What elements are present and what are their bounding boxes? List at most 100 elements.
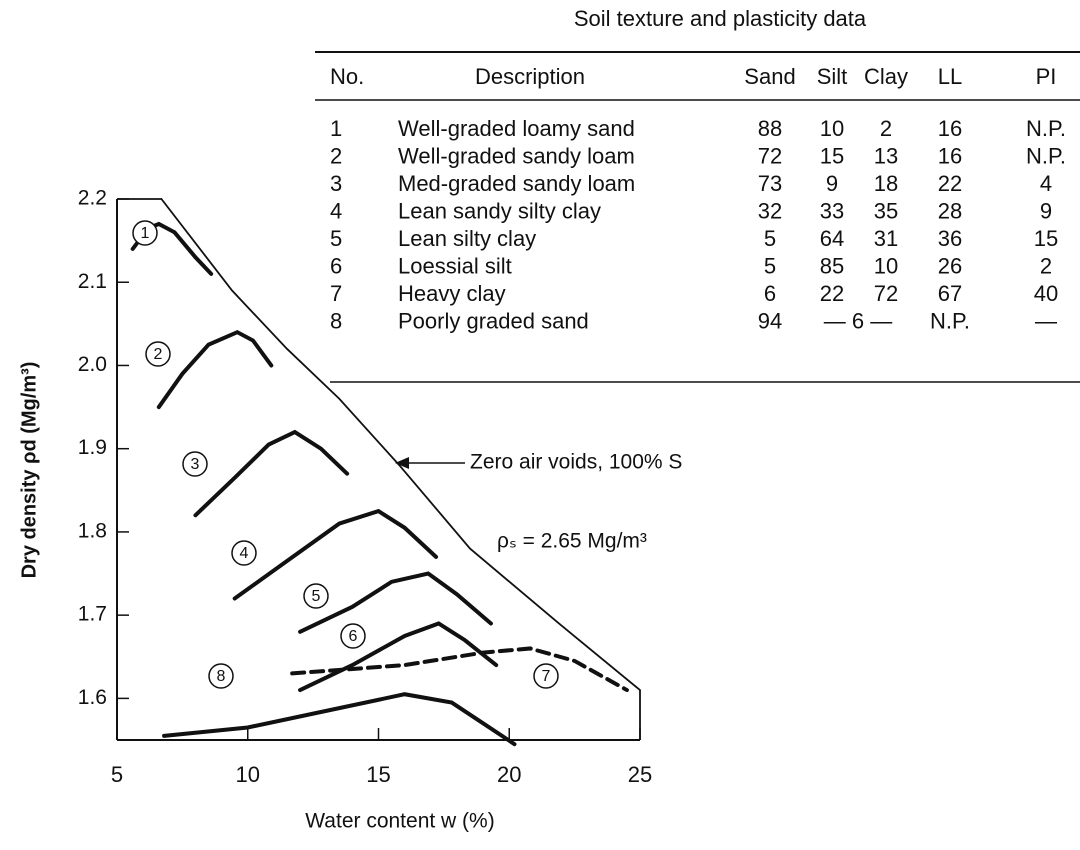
- x-axis-label: Water content w (%): [305, 810, 494, 833]
- table-cell: 3: [330, 171, 342, 196]
- curve-marker: [533, 663, 559, 689]
- table-cell: 5: [764, 226, 776, 251]
- table-cell: Well-graded sandy loam: [398, 143, 635, 168]
- curve-label: 2: [154, 346, 163, 363]
- table-cell: 18: [874, 171, 898, 196]
- table-cell: 31: [874, 226, 898, 251]
- x-tick-label: 5: [111, 762, 123, 787]
- table-cell: Loessial silt: [398, 253, 512, 278]
- x-tick-label: 10: [236, 762, 260, 787]
- table-cell: 16: [938, 116, 962, 141]
- table-cell: 6: [330, 253, 342, 278]
- table-cell: 36: [938, 226, 962, 251]
- table-cell: 5: [764, 253, 776, 278]
- table-cell: 88: [758, 116, 782, 141]
- compaction-curve: [162, 692, 517, 747]
- curve-marker: [340, 623, 366, 649]
- curve-label: 3: [191, 456, 200, 473]
- table-cell: Poorly graded sand: [398, 308, 589, 333]
- table-cell: 10: [820, 116, 844, 141]
- table-cell: 40: [1034, 281, 1058, 306]
- zero-air-voids-line: [160, 198, 641, 691]
- compaction-curve: [290, 646, 629, 693]
- compaction-curve: [193, 429, 350, 518]
- table-cell: 94: [758, 308, 782, 333]
- table-cell: 72: [758, 143, 782, 168]
- y-tick-label: 2.0: [78, 353, 107, 376]
- annotation: ρₛ = 2.65 Mg/m³: [497, 530, 647, 553]
- curve-label: 1: [141, 225, 150, 242]
- y-axis-label: Dry density ρd (Mg/m³): [18, 362, 40, 579]
- y-tick-label: 1.7: [78, 603, 107, 626]
- table-cell: 67: [938, 281, 962, 306]
- table-cell: 15: [820, 143, 844, 168]
- table-cell: —: [1035, 308, 1057, 333]
- table-cell: 4: [1040, 171, 1052, 196]
- table-cell: 35: [874, 198, 898, 223]
- table-cell: 9: [1040, 198, 1052, 223]
- table-cell: 73: [758, 171, 782, 196]
- table-title: Soil texture and plasticity data: [574, 6, 867, 31]
- table-cell: N.P.: [1026, 116, 1066, 141]
- curve-label: 4: [240, 545, 249, 562]
- curve-label: 7: [542, 668, 551, 685]
- table-cell: Lean silty clay: [398, 226, 536, 251]
- table-cell: 32: [758, 198, 782, 223]
- curve-marker: [231, 540, 257, 566]
- curve-marker: [182, 451, 208, 477]
- table-cell: 7: [330, 281, 342, 306]
- table-cell: 5: [330, 226, 342, 251]
- table-header: No.: [330, 64, 364, 89]
- table-cell: Well-graded loamy sand: [398, 116, 635, 141]
- table-cell: 28: [938, 198, 962, 223]
- table-cell: 72: [874, 281, 898, 306]
- y-tick-label: 1.6: [78, 686, 107, 709]
- curve-label: 5: [312, 588, 321, 605]
- y-tick-label: 2.2: [78, 187, 107, 210]
- zav-label: Zero air voids, 100% S: [470, 451, 682, 474]
- table-cell: 4: [330, 198, 342, 223]
- table-cell: Lean sandy silty clay: [398, 198, 601, 223]
- table-cell: 22: [820, 281, 844, 306]
- curve-marker: [145, 341, 171, 367]
- curve-marker: [303, 583, 329, 609]
- curve-label: 6: [349, 628, 358, 645]
- table-cell: 2: [1040, 253, 1052, 278]
- x-tick-label: 20: [497, 762, 521, 787]
- table-cell: 1: [330, 116, 342, 141]
- table-cell: Med-graded sandy loam: [398, 171, 635, 196]
- table-header: Description: [475, 64, 585, 89]
- table-cell: 33: [820, 198, 844, 223]
- table-cell: 26: [938, 253, 962, 278]
- curve-label: 8: [217, 668, 226, 685]
- table-cell: N.P.: [930, 308, 970, 333]
- table-cell: 13: [874, 143, 898, 168]
- table-cell: 85: [820, 253, 844, 278]
- table-header: PI: [1036, 64, 1057, 89]
- table-header: Clay: [864, 64, 908, 89]
- compaction-curve: [298, 571, 493, 634]
- table-cell: 64: [820, 226, 844, 251]
- table-cell: 8: [330, 308, 342, 333]
- y-tick-label: 1.8: [78, 519, 107, 542]
- table-cell: Heavy clay: [398, 281, 506, 306]
- table-cell: 6: [764, 281, 776, 306]
- compaction-curve: [156, 329, 274, 410]
- x-tick-label: 25: [628, 762, 652, 787]
- curve-marker: [208, 663, 234, 689]
- table-cell: 15: [1034, 226, 1058, 251]
- table-cell: 9: [826, 171, 838, 196]
- table-cell: 10: [874, 253, 898, 278]
- table-cell: 16: [938, 143, 962, 168]
- compaction-curve: [232, 508, 439, 601]
- table-cell: 22: [938, 171, 962, 196]
- x-tick-label: 15: [366, 762, 390, 787]
- table-cell: 2: [880, 116, 892, 141]
- table-header: Sand: [744, 64, 795, 89]
- table-header: Silt: [817, 64, 848, 89]
- table-cell: — 6 —: [824, 308, 892, 333]
- table-header: LL: [938, 64, 962, 89]
- curve-marker: [132, 220, 158, 246]
- y-tick-label: 2.1: [78, 270, 107, 293]
